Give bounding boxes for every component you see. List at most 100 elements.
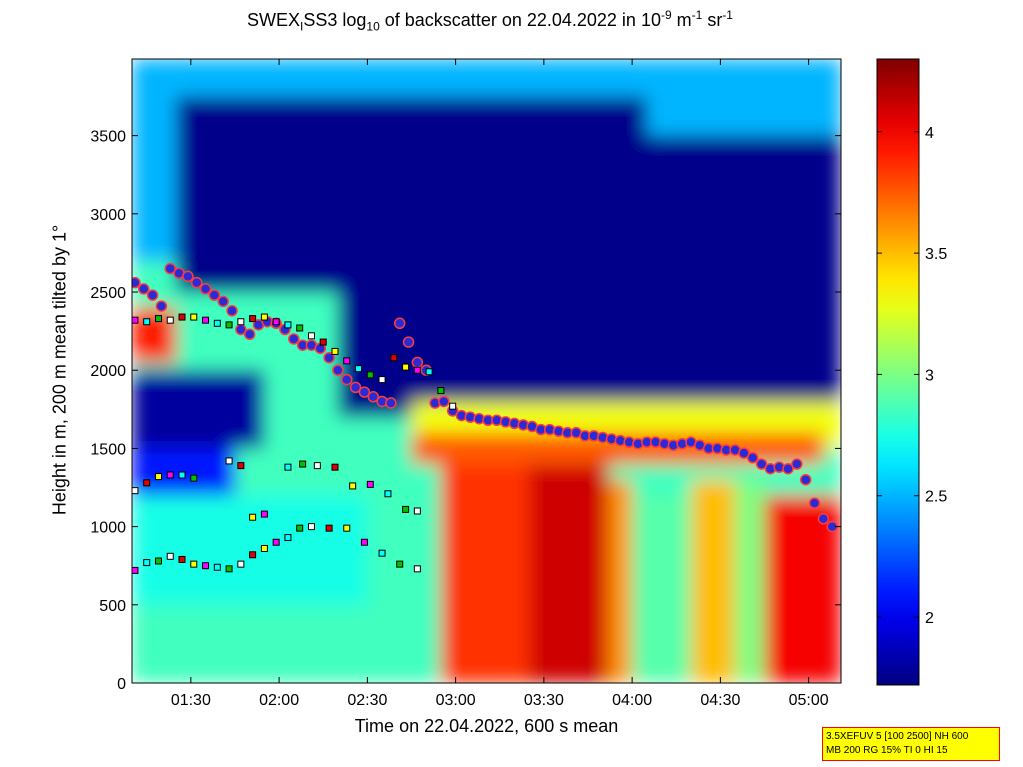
cloud-base-point <box>738 447 750 459</box>
layer-point <box>132 316 139 324</box>
layer-point <box>331 463 339 471</box>
colorbar-tick-label: 4 <box>925 125 934 142</box>
layer-point <box>249 513 257 521</box>
layer-point <box>284 534 292 542</box>
cloud-base-point <box>155 300 168 312</box>
cloud-base-point <box>332 364 344 376</box>
settings-line-1: 3.5XEFUV 5 [100 2500] NH 600 <box>826 731 969 742</box>
colorbar-tick-label: 3.5 <box>925 246 947 263</box>
layer-point <box>313 462 321 470</box>
colorbar-tick-label: 3 <box>925 367 934 384</box>
cloud-base-point <box>146 289 159 301</box>
settings-info-box: 3.5XEFUV 5 [100 2500] NH 600 MB 200 RG 1… <box>822 727 1000 761</box>
layer-point <box>237 560 245 568</box>
cloud-base-point <box>182 270 194 283</box>
y-tick-label: 1500 <box>90 441 126 458</box>
cloud-base-point <box>138 283 150 295</box>
cloud-base-point <box>226 305 238 317</box>
layer-point <box>396 560 404 568</box>
layer-point <box>413 507 421 515</box>
layer-point <box>343 357 351 365</box>
layer-point <box>225 321 233 329</box>
layer-point <box>249 551 257 559</box>
colorbar-axis: 2 2.5 3 3.5 4 <box>877 125 947 627</box>
cloud-base-point <box>808 497 821 509</box>
layer-point <box>284 321 292 329</box>
layer-point <box>249 315 257 323</box>
layer-point <box>378 376 386 384</box>
cloud-base-point <box>746 452 759 464</box>
y-tick-label: 3000 <box>90 207 126 224</box>
layer-point <box>343 524 351 532</box>
layer-point <box>349 482 357 490</box>
y-tick-label: 0 <box>117 676 126 693</box>
layer-point <box>166 552 174 560</box>
layer-point <box>260 545 268 553</box>
layer-markers <box>132 262 838 574</box>
layer-point <box>143 318 151 326</box>
colorbar-tick-label: 2 <box>925 610 934 627</box>
layer-point <box>366 480 374 488</box>
heatmap-region <box>690 479 736 683</box>
layer-point <box>296 524 304 532</box>
y-axis: 0 500 1000 1500 2000 2500 3000 3500 <box>90 129 841 693</box>
colorbar <box>876 58 920 686</box>
backscatter-heatmap <box>132 59 841 683</box>
layer-point <box>213 563 221 571</box>
layer-point <box>166 316 174 324</box>
layer-point <box>296 324 304 332</box>
layer-point <box>154 315 162 323</box>
heatmap-region <box>440 448 530 683</box>
x-tick-label: 04:30 <box>700 692 740 709</box>
cloud-base-point <box>288 333 300 345</box>
layer-point <box>413 565 421 573</box>
layer-point <box>190 474 198 482</box>
colorbar-tick-label: 2.5 <box>925 489 947 506</box>
cloud-base-point <box>217 295 229 308</box>
y-tick-label: 500 <box>99 598 126 615</box>
y-tick-label: 2000 <box>90 363 126 380</box>
cloud-base-point <box>164 262 176 275</box>
x-axis-label: Time on 22.04.2022, 600 s mean <box>354 716 619 736</box>
layer-point <box>143 559 151 567</box>
cloud-base-point <box>349 381 362 394</box>
layer-point <box>178 555 186 563</box>
x-tick-label: 03:00 <box>436 692 476 709</box>
heatmap-region <box>632 495 691 683</box>
heatmap-region <box>608 479 633 683</box>
cloud-base-point <box>817 513 830 525</box>
x-tick-label: 03:30 <box>524 692 564 709</box>
layer-point <box>132 487 139 495</box>
layer-point <box>213 319 221 327</box>
heatmap-region <box>529 464 609 683</box>
layer-point <box>178 471 186 479</box>
x-tick-label: 04:00 <box>612 692 652 709</box>
layer-point <box>307 523 315 531</box>
cloud-base-point <box>402 336 415 348</box>
cloud-base-point <box>385 397 397 409</box>
layer-point <box>225 565 233 573</box>
cloud-base-point <box>755 458 768 470</box>
settings-line-2: MB 200 RG 15% TI 0 HI 15 <box>826 745 948 756</box>
cloud-base-point <box>411 356 424 369</box>
layer-point <box>437 387 445 395</box>
layer-point <box>390 354 398 362</box>
layer-point <box>413 366 421 374</box>
layer-point <box>202 562 210 570</box>
layer-point <box>402 505 410 513</box>
heatmap-region <box>132 495 368 605</box>
layer-point <box>360 538 368 546</box>
layer-point <box>190 313 198 321</box>
layer-point <box>190 560 198 568</box>
layer-point <box>225 457 233 465</box>
cloud-base-point <box>791 458 803 470</box>
layer-point <box>166 471 174 479</box>
layer-point <box>384 490 392 498</box>
layer-point <box>202 316 210 324</box>
layer-point <box>307 332 315 340</box>
layer-point <box>237 318 245 326</box>
cloud-base-point <box>323 351 335 364</box>
layer-point <box>402 363 410 371</box>
layer-point <box>325 524 333 532</box>
